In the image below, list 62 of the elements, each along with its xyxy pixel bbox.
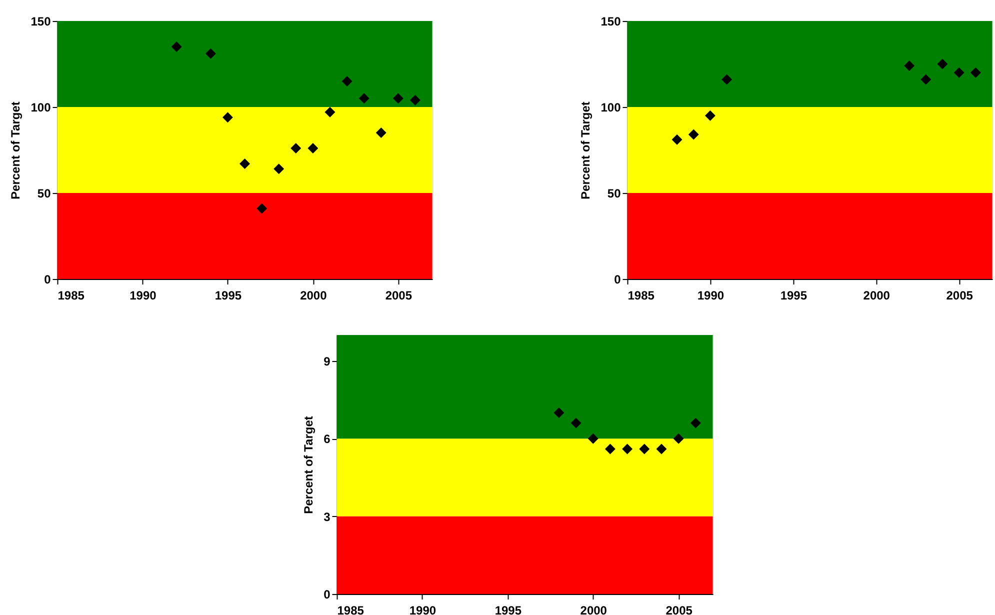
point [656,444,667,454]
x-tick-label: 1990 [409,604,436,615]
x-tick-label: 2005 [946,288,974,302]
y-tick-label: 9 [324,354,331,368]
y-tick-label: 100 [600,100,622,114]
x-tick-label: 2005 [385,288,412,302]
point [722,74,732,85]
x-tick-label: 1985 [628,288,655,302]
x-tick-label: 1985 [58,288,85,302]
y-tick-label: 150 [600,14,622,28]
y-tick-label: 50 [37,186,52,200]
point [392,93,404,104]
x-tick-label: 1990 [697,288,724,302]
point [570,418,582,428]
point [639,444,650,454]
point [324,106,336,118]
y-tick-label: 100 [30,100,52,114]
x-tick-label: 1995 [780,288,808,302]
point [673,433,684,444]
point [970,67,981,78]
point [222,112,233,123]
point [954,67,964,78]
x-tick-label: 1985 [337,604,364,615]
point [920,74,932,85]
y-axis-title: Percent of Target [578,102,593,200]
y-tick-label: 0 [614,272,622,286]
x-tick-label: 1995 [214,288,242,302]
point [554,407,564,418]
x-tick-label: 2000 [300,288,328,302]
point [342,76,352,86]
y-tick-label: 0 [324,588,331,602]
point [171,42,182,52]
y-tick-label: 50 [607,186,622,200]
x-tick-label: 2000 [580,604,608,615]
point [672,134,682,145]
point [256,203,268,214]
x-tick-label: 2000 [863,288,890,302]
point [622,444,633,454]
y-axis-title: Percent of Target [8,102,23,200]
point [290,143,302,154]
point [358,93,370,104]
point [376,128,386,138]
point [410,94,420,106]
point [274,164,284,174]
x-tick-label: 1995 [494,604,522,615]
x-tick-label: 1990 [130,288,157,302]
y-tick-label: 6 [324,432,331,446]
y-axis-title: Percent of Target [302,416,316,514]
y-tick-label: 150 [30,14,52,28]
point [904,60,915,71]
y-tick-label: 3 [324,510,331,524]
point [704,110,716,121]
point [604,444,616,454]
x-tick-label: 2005 [666,604,693,615]
point [205,48,216,59]
point [588,433,598,444]
point [688,129,699,140]
point [690,418,701,428]
y-tick-label: 0 [44,272,52,286]
point [937,58,948,70]
point [308,143,318,154]
point [240,158,250,170]
